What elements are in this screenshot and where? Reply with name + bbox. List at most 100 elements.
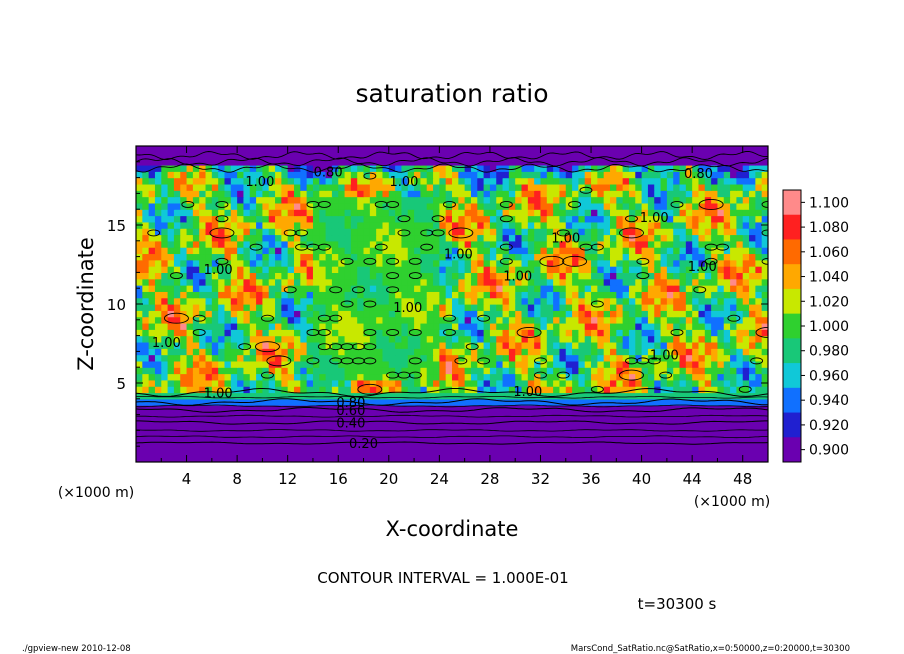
field-cell (237, 360, 245, 368)
field-cell (319, 291, 327, 299)
field-cell (331, 373, 339, 381)
field-cell (622, 215, 630, 223)
field-cell (521, 183, 529, 191)
heatmap-field (136, 146, 768, 462)
field-cell (148, 215, 156, 223)
field-cell (268, 335, 276, 343)
field-cell (578, 322, 586, 330)
field-cell (192, 335, 200, 343)
field-cell (287, 341, 295, 349)
field-cell (426, 455, 434, 462)
field-cell (439, 322, 447, 330)
field-cell (401, 146, 409, 153)
field-cell (186, 228, 194, 236)
field-cell (275, 240, 282, 248)
field-cell (306, 297, 314, 305)
field-cell (154, 329, 162, 337)
field-cell (534, 259, 542, 267)
field-cell (584, 392, 592, 400)
field-cell (382, 247, 390, 255)
field-cell (369, 259, 377, 267)
field-cell (489, 436, 497, 444)
field-cell (325, 322, 333, 330)
field-cell (489, 367, 497, 375)
field-cell (508, 455, 516, 462)
field-cell (496, 272, 504, 280)
field-cell (230, 316, 238, 324)
field-cell (338, 386, 346, 394)
field-cell (673, 455, 681, 462)
field-cell (685, 266, 693, 273)
field-cell (325, 146, 333, 153)
field-cell (736, 278, 744, 286)
field-cell (578, 221, 586, 229)
field-cell (470, 341, 478, 349)
field-cell (698, 443, 706, 450)
field-cell (755, 152, 763, 160)
field-cell (641, 196, 649, 204)
field-cell (262, 285, 270, 292)
field-cell (458, 158, 466, 166)
field-cell (685, 379, 693, 387)
field-cell (692, 373, 700, 381)
field-cell (420, 253, 428, 261)
field-cell (300, 259, 308, 267)
field-cell (192, 291, 200, 299)
field-cell (173, 158, 181, 166)
field-cell (167, 158, 175, 166)
field-cell (281, 436, 289, 444)
field-cell (275, 196, 282, 204)
field-cell (407, 278, 415, 286)
field-cell (673, 373, 681, 381)
field-cell (565, 297, 573, 305)
field-cell (597, 322, 605, 330)
field-cell (268, 455, 276, 462)
field-cell (154, 278, 162, 286)
field-cell (420, 215, 428, 223)
field-cell (711, 449, 719, 457)
field-cell (192, 373, 200, 381)
field-cell (591, 196, 598, 204)
field-cell (515, 259, 523, 267)
field-cell (414, 341, 421, 349)
field-cell (553, 177, 561, 185)
field-cell (540, 373, 548, 381)
field-cell (401, 398, 409, 406)
field-cell (407, 341, 415, 349)
field-cell (136, 278, 143, 286)
field-cell (610, 411, 617, 419)
field-cell (597, 398, 605, 406)
field-cell (357, 310, 365, 318)
field-cell (224, 424, 232, 431)
field-cell (452, 316, 459, 324)
field-cell (527, 436, 535, 444)
field-cell (230, 424, 238, 431)
field-cell (641, 247, 649, 255)
field-cell (730, 209, 737, 217)
field-cell (230, 341, 238, 349)
field-cell (553, 171, 561, 179)
field-cell (218, 209, 226, 217)
field-cell (553, 215, 561, 223)
field-cell (148, 455, 156, 462)
field-cell (641, 146, 649, 153)
field-cell (647, 291, 655, 299)
field-cell (711, 398, 719, 406)
field-cell (515, 398, 523, 406)
field-cell (154, 171, 162, 179)
field-cell (742, 341, 750, 349)
field-cell (363, 379, 371, 387)
field-cell (439, 196, 447, 204)
field-cell (628, 266, 636, 273)
field-cell (628, 240, 636, 248)
field-cell (306, 304, 314, 311)
field-cell (584, 335, 592, 343)
field-cell (312, 335, 320, 343)
field-cell (300, 424, 308, 431)
field-cell (218, 417, 226, 425)
field-cell (199, 253, 207, 261)
field-cell (363, 171, 371, 179)
field-cell (654, 240, 662, 248)
field-cell (610, 341, 617, 349)
field-cell (685, 449, 693, 457)
